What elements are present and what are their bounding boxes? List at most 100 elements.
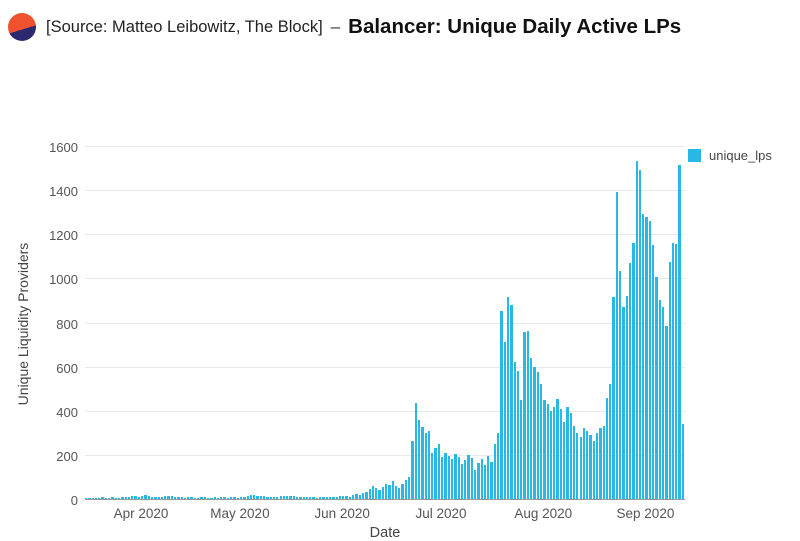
bar-unique_lps-9: [114, 497, 117, 499]
bar-unique_lps-27: [174, 496, 177, 499]
bar-unique_lps-61: [286, 496, 289, 499]
bar-unique_lps-15: [134, 495, 137, 499]
bar-unique_lps-62: [289, 495, 292, 499]
bar-unique_lps-3: [94, 498, 98, 499]
bar-unique_lps-58: [276, 497, 279, 499]
bar-unique_lps-84: [361, 493, 365, 499]
bar-unique_lps-43: [226, 497, 230, 499]
bar-unique_lps-104: [427, 430, 431, 499]
bar-unique_lps-60: [282, 495, 286, 499]
y-tick-1200: 1200: [49, 228, 78, 244]
bar-unique_lps-133: [523, 332, 526, 499]
y-tick-1600: 1600: [49, 140, 78, 155]
bar-unique_lps-121: [483, 464, 487, 499]
bar-unique_lps-112: [454, 453, 457, 499]
bar-unique_lps-178: [671, 243, 675, 499]
x-tick-jun-2020: Jun 2020: [314, 506, 370, 521]
bar-unique_lps-166: [632, 243, 635, 499]
bar-unique_lps-174: [658, 300, 661, 499]
bar-unique_lps-28: [177, 497, 180, 499]
bar-unique_lps-93: [391, 481, 394, 499]
bar-unique_lps-66: [302, 497, 305, 499]
bar-unique_lps-108: [441, 457, 444, 499]
bar-unique_lps-14: [131, 496, 134, 499]
bar-unique_lps-173: [655, 277, 658, 499]
bar-unique_lps-147: [569, 412, 572, 499]
y-tick-1000: 1000: [49, 272, 78, 288]
bar-unique_lps-181: [681, 424, 684, 499]
bar-unique_lps-35: [200, 497, 203, 499]
bar-unique_lps-19: [147, 496, 150, 499]
bar-unique_lps-21: [154, 497, 157, 499]
bar-unique_lps-36: [203, 497, 206, 499]
bar-unique_lps-122: [487, 455, 490, 499]
gridline-0: [85, 499, 685, 500]
bar-unique_lps-101: [417, 419, 421, 499]
bar-unique_lps-88: [375, 487, 378, 499]
bar-unique_lps-165: [628, 262, 632, 499]
bar-unique_lps-80: [348, 496, 352, 499]
bar-unique_lps-38: [210, 497, 213, 499]
bar-unique_lps-77: [338, 496, 342, 499]
plot-area: [85, 146, 685, 500]
bar-unique_lps-16: [137, 496, 141, 499]
bar-unique_lps-34: [197, 497, 200, 499]
bar-unique_lps-10: [117, 497, 121, 499]
bar-unique_lps-33: [193, 497, 197, 499]
bar-unique_lps-116: [467, 454, 470, 499]
bar-unique_lps-115: [464, 460, 467, 499]
bar-unique_lps-132: [520, 399, 523, 499]
bar-unique_lps-155: [595, 432, 599, 499]
bar-unique_lps-48: [243, 496, 246, 499]
bar-unique_lps-30: [183, 497, 187, 499]
bar-unique_lps-160: [612, 297, 615, 499]
bar-unique_lps-151: [582, 428, 586, 499]
bar-unique_lps-85: [365, 492, 368, 499]
bar-unique_lps-146: [566, 407, 569, 499]
bar-unique_lps-11: [121, 497, 124, 499]
bar-unique_lps-102: [421, 427, 424, 499]
bar-unique_lps-158: [605, 397, 609, 499]
legend-item-unique-lps[interactable]: unique_lps: [688, 148, 772, 163]
bar-unique_lps-52: [256, 495, 259, 499]
x-tick-jul-2020: Jul 2020: [415, 506, 467, 521]
bar-unique_lps-118: [474, 470, 477, 499]
bar-unique_lps-105: [431, 452, 434, 499]
bar-unique_lps-95: [398, 487, 401, 499]
bar-unique_lps-4: [98, 497, 101, 499]
gridline-1400: [85, 190, 685, 192]
bar-unique_lps-119: [477, 462, 480, 499]
bar-unique_lps-113: [457, 457, 460, 499]
bar-unique_lps-154: [592, 440, 595, 499]
bar-unique_lps-37: [206, 497, 210, 499]
bar-unique_lps-111: [450, 459, 454, 499]
bar-unique_lps-70: [315, 497, 319, 499]
bar-unique_lps-137: [536, 372, 539, 499]
bar-unique_lps-140: [546, 404, 549, 499]
bar-unique_lps-6: [104, 497, 108, 499]
bar-unique_lps-163: [622, 307, 625, 499]
chart-header: [Source: Matteo Leibowitz, The Block] – …: [8, 10, 792, 44]
bar-unique_lps-13: [127, 497, 131, 499]
bar-unique_lps-162: [619, 270, 622, 499]
bar-unique_lps-83: [358, 495, 361, 499]
bar-unique_lps-20: [150, 497, 154, 499]
bar-unique_lps-25: [167, 495, 170, 499]
bar-unique_lps-18: [144, 495, 147, 499]
bar-unique_lps-149: [576, 432, 579, 499]
bar-unique_lps-54: [263, 495, 266, 499]
bar-unique_lps-156: [599, 428, 602, 499]
bar-unique_lps-152: [586, 430, 589, 499]
bar-unique_lps-179: [675, 244, 678, 499]
bar-unique_lps-145: [563, 421, 566, 499]
bar-unique_lps-45: [233, 497, 236, 499]
title-separator: –: [330, 17, 341, 36]
bar-unique_lps-0: [85, 498, 88, 499]
bar-unique_lps-97: [404, 480, 408, 499]
bar-unique_lps-150: [579, 437, 582, 499]
y-tick-1400: 1400: [49, 184, 78, 200]
bar-unique_lps-172: [652, 245, 655, 499]
y-tick-200: 200: [56, 448, 78, 464]
gridline-1000: [85, 278, 685, 280]
bar-unique_lps-74: [328, 497, 332, 499]
